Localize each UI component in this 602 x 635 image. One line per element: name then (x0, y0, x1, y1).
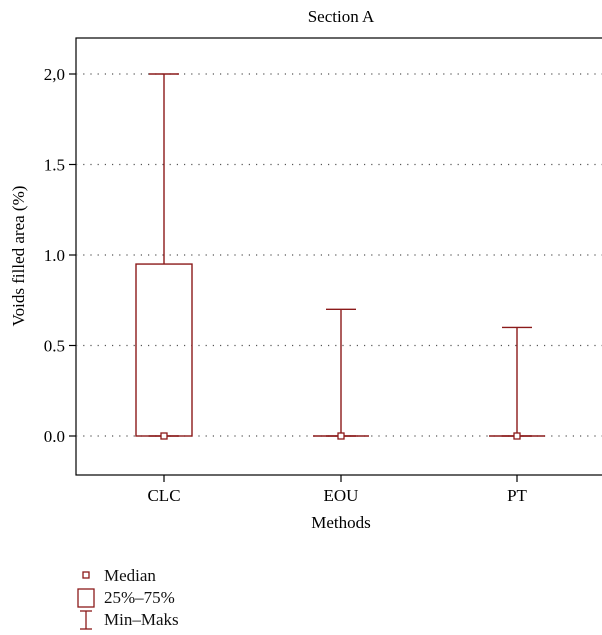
median-marker (160, 432, 168, 440)
whisker-icon (80, 610, 92, 630)
x-tick-label-pt: PT (507, 486, 527, 505)
y-axis-ticks: 0.0 0.5 1.0 1.5 2,0 (44, 65, 76, 446)
median-marker (337, 432, 345, 440)
x-tick-label-clc: CLC (147, 486, 180, 505)
box-eou (313, 308, 369, 440)
plot-frame (75, 37, 602, 476)
y-tick-label-2: 1.0 (44, 246, 65, 265)
y-tick-label-3: 1.5 (44, 156, 65, 175)
median-marker (513, 432, 521, 440)
box-pt (489, 326, 545, 440)
legend-item-median: Median (76, 565, 179, 587)
x-axis-label: Methods (311, 513, 371, 532)
legend-label-box: 25%–75% (104, 588, 175, 607)
x-axis-ticks: CLC EOU PT (147, 475, 528, 505)
legend-item-box: 25%–75% (76, 587, 179, 609)
legend-item-whisker: Min–Maks (76, 609, 179, 631)
grid-lines (76, 73, 602, 437)
median-marker-icon (82, 571, 90, 579)
box-clc (135, 73, 193, 440)
chart-title: Section A (308, 7, 375, 26)
x-tick-label-eou: EOU (324, 486, 359, 505)
legend: Median 25%–75% Min–Maks (76, 565, 179, 631)
legend-label-whisker: Min–Maks (104, 610, 179, 629)
y-tick-label-4: 2,0 (44, 65, 65, 84)
iqr-box (135, 263, 193, 437)
y-axis-label: Voids filled area (%) (9, 186, 28, 327)
box-icon (77, 588, 95, 608)
y-tick-label-0: 0.0 (44, 427, 65, 446)
legend-label-median: Median (104, 566, 156, 585)
y-tick-label-1: 0.5 (44, 337, 65, 356)
boxes (135, 73, 545, 440)
